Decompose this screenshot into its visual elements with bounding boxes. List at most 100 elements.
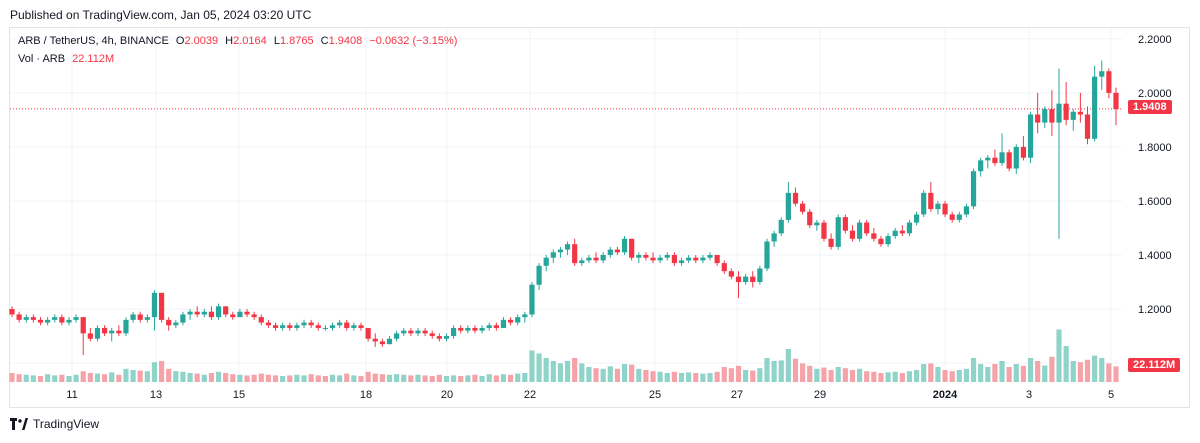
close-value: 1.9408 xyxy=(328,35,363,47)
volume-bar xyxy=(251,374,257,382)
candle-body xyxy=(401,330,407,334)
volume-bar xyxy=(351,375,357,382)
candle-body xyxy=(37,319,44,323)
volume-bar xyxy=(294,374,300,382)
candle-body xyxy=(1106,71,1112,93)
candle-body xyxy=(16,314,22,320)
volume-bar xyxy=(1063,346,1069,382)
candle-body xyxy=(835,217,841,247)
volume-bar xyxy=(714,371,720,382)
volume-bar xyxy=(963,368,970,382)
volume-bar xyxy=(522,373,528,382)
x-tick-label: 22 xyxy=(524,389,536,401)
volume-bar xyxy=(1106,363,1112,382)
candle-body xyxy=(678,260,685,264)
candle-body xyxy=(187,311,193,315)
x-tick-label: 25 xyxy=(649,389,661,401)
volume-bar xyxy=(479,376,485,382)
candle-body xyxy=(394,333,400,339)
volume-bar xyxy=(764,358,770,382)
candle-body xyxy=(1049,109,1055,123)
candle-body xyxy=(1077,111,1083,115)
candle-body xyxy=(486,325,492,328)
volume-bar xyxy=(265,374,272,382)
volume-bar xyxy=(23,374,29,382)
candle-body xyxy=(621,238,628,253)
volume-bar xyxy=(215,371,222,382)
volume-bar xyxy=(835,367,841,382)
candle-body xyxy=(479,327,485,331)
volume-bar xyxy=(999,361,1005,382)
volume-bar xyxy=(372,373,378,382)
volume-bar xyxy=(1092,355,1098,382)
published-header: Published on TradingView.com, Jan 05, 20… xyxy=(10,8,312,22)
symbol-label[interactable]: ARB / TetherUS, 4h, BINANCE xyxy=(18,35,169,47)
low-value: 1.8765 xyxy=(279,35,314,47)
candle-body xyxy=(536,265,542,285)
candle-body xyxy=(693,257,699,261)
candle-body xyxy=(173,322,179,326)
x-tick-label: 2024 xyxy=(933,389,958,401)
candle-body xyxy=(144,317,150,320)
candle-body xyxy=(365,327,371,339)
last-price-tag: 1.9408 xyxy=(1128,100,1172,114)
candle-body xyxy=(885,236,891,245)
tradingview-brand[interactable]: TradingView xyxy=(10,417,99,431)
candle-body xyxy=(600,254,606,261)
volume-bar xyxy=(564,361,571,382)
volume-bar xyxy=(992,364,998,382)
candle-body xyxy=(208,311,215,318)
candle-body xyxy=(45,319,51,323)
volume-bar xyxy=(59,374,65,382)
candle-body xyxy=(785,192,791,220)
candle-body xyxy=(557,249,564,253)
high-value: 2.0164 xyxy=(233,35,267,47)
candle-body xyxy=(522,314,528,318)
volume-bar xyxy=(486,374,492,382)
volume-bar xyxy=(743,370,749,382)
volume-bar xyxy=(515,373,521,382)
volume-bar xyxy=(814,368,820,382)
candle-body xyxy=(671,254,677,264)
volume-bar xyxy=(721,367,727,382)
candle-body xyxy=(664,254,670,258)
candle-body xyxy=(700,257,706,261)
volume-bar xyxy=(180,371,186,382)
volume-bar xyxy=(358,376,364,382)
candle-body xyxy=(137,314,143,320)
volume-bar xyxy=(693,373,699,382)
volume-bar xyxy=(792,358,799,382)
volume-label[interactable]: Vol · ARB xyxy=(18,53,66,65)
candle-body xyxy=(543,257,549,266)
volume-bar xyxy=(678,373,685,382)
volume-bar xyxy=(735,365,742,382)
candle-body xyxy=(1013,146,1019,169)
volume-bar xyxy=(664,373,670,382)
volume-bar xyxy=(429,376,435,382)
candle-body xyxy=(130,314,136,320)
candle-body xyxy=(735,276,742,283)
volume-bar xyxy=(543,358,549,382)
volume-bar xyxy=(37,376,44,382)
volume-bar xyxy=(16,374,22,382)
candle-body xyxy=(315,325,321,328)
volume-bar xyxy=(500,374,507,382)
change-value: −0.0632 (−3.15%) xyxy=(369,35,458,47)
candle-body xyxy=(201,311,207,315)
volume-bar xyxy=(73,374,79,382)
volume-bar xyxy=(1056,329,1062,382)
volume-bar xyxy=(572,358,578,382)
candle-body xyxy=(757,268,763,283)
volume-bar xyxy=(101,374,108,382)
volume-bar xyxy=(671,371,677,382)
volume-bar xyxy=(322,376,328,382)
candle-body xyxy=(942,203,948,215)
volume-bar xyxy=(856,368,863,382)
volume-bar xyxy=(173,371,179,382)
candle-body xyxy=(636,254,642,258)
volume-bar xyxy=(344,373,350,382)
candle-body xyxy=(579,260,585,264)
volume-bar xyxy=(864,371,870,382)
volume-bar xyxy=(301,375,307,382)
